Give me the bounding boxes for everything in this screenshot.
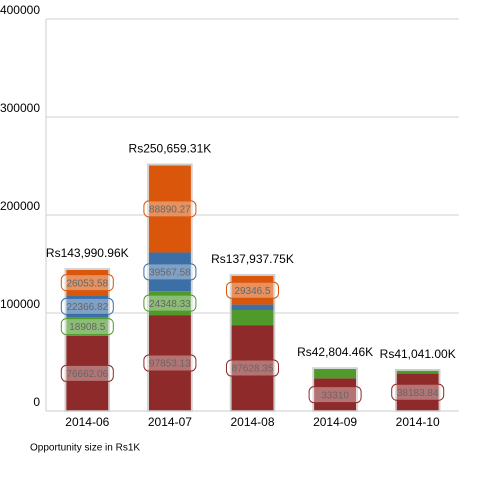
label-box bbox=[143, 263, 197, 281]
bar-segment bbox=[396, 370, 439, 374]
x-axis-label: Opportunity size in Rs1K bbox=[30, 443, 140, 454]
total-label: Rs250,659.31K bbox=[129, 142, 212, 156]
value-label: 29346.5 bbox=[234, 286, 271, 297]
label-box bbox=[60, 297, 114, 315]
label-box bbox=[391, 383, 445, 401]
label-box bbox=[60, 318, 114, 336]
bar-segment bbox=[231, 310, 274, 326]
total-label: Rs42,804.46K bbox=[297, 345, 373, 359]
value-label: 24348.33 bbox=[149, 299, 191, 310]
label-box bbox=[143, 294, 197, 312]
value-label: 26053.58 bbox=[66, 278, 108, 289]
bar-segment bbox=[66, 295, 109, 318]
value-label: 88890.27 bbox=[149, 205, 191, 216]
label-box bbox=[60, 364, 114, 382]
value-label: 33310 bbox=[321, 390, 349, 401]
value-label: 76662.06 bbox=[66, 369, 108, 380]
bar-segment bbox=[148, 252, 191, 292]
label-box bbox=[226, 359, 279, 377]
total-label: Rs137,937.75K bbox=[211, 252, 294, 266]
bar-segment bbox=[231, 304, 274, 311]
label-box bbox=[308, 386, 362, 404]
label-box bbox=[143, 354, 197, 372]
total-label: Rs143,990.96K bbox=[46, 246, 129, 260]
x-tick-label: 2014-10 bbox=[396, 415, 440, 429]
y-tick-label: 100000 bbox=[0, 297, 40, 311]
y-tick-label: 200000 bbox=[0, 199, 40, 213]
value-label: 22366.82 bbox=[66, 302, 108, 313]
y-tick-label: 0 bbox=[33, 395, 40, 409]
bar-segment bbox=[314, 369, 357, 379]
bar-segment bbox=[66, 269, 109, 296]
value-label: 38183.84 bbox=[397, 388, 439, 399]
value-label: 18908.5 bbox=[69, 322, 106, 333]
bar-segment bbox=[396, 373, 439, 411]
bar-segment bbox=[148, 291, 191, 316]
label-box bbox=[60, 274, 114, 292]
bar-segment bbox=[314, 378, 357, 411]
bar-segment bbox=[231, 275, 274, 305]
value-label: 39567.58 bbox=[149, 267, 191, 278]
bar-segment bbox=[66, 335, 109, 411]
x-tick-label: 2014-09 bbox=[313, 415, 357, 429]
bar-segment bbox=[66, 317, 109, 336]
x-tick-label: 2014-07 bbox=[148, 415, 192, 429]
y-tick-label: 300000 bbox=[0, 101, 40, 115]
total-label: Rs41,041.00K bbox=[380, 347, 456, 361]
bar-segment bbox=[148, 315, 191, 411]
label-box bbox=[143, 200, 197, 218]
y-tick-label: 400000 bbox=[0, 3, 40, 17]
bar-segment bbox=[148, 165, 191, 253]
x-tick-label: 2014-06 bbox=[65, 415, 109, 429]
value-label: 97853.13 bbox=[149, 359, 191, 370]
label-box bbox=[226, 281, 279, 299]
bar-segment bbox=[231, 325, 274, 411]
value-label: 87628.35 bbox=[232, 364, 274, 375]
x-tick-label: 2014-08 bbox=[230, 415, 274, 429]
